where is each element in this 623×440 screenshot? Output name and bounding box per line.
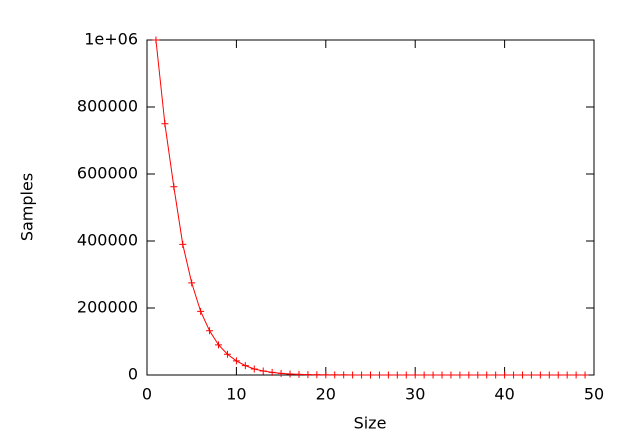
point-marker [411,371,419,379]
point-marker [304,371,312,379]
y-tick-label: 1e+06 [84,30,138,49]
point-marker [393,371,401,379]
point-marker [170,183,178,191]
point-marker [322,371,330,379]
point-marker [152,36,160,44]
point-marker [527,371,535,379]
point-marker [429,371,437,379]
point-marker [161,120,169,128]
point-marker [250,365,258,373]
x-axis-label: Size [354,414,387,433]
point-marker [518,371,526,379]
point-marker [286,370,294,378]
point-marker [456,371,464,379]
point-marker [340,371,348,379]
x-tick-label: 0 [142,385,152,404]
x-tick-label: 40 [494,385,514,404]
point-marker [483,371,491,379]
point-marker [179,240,187,248]
y-tick-label: 0 [128,365,138,384]
plot-frame [146,39,595,376]
point-marker [536,371,544,379]
point-marker [313,371,321,379]
point-marker [492,371,500,379]
point-marker [384,371,392,379]
point-marker [197,307,205,315]
point-marker [259,367,267,375]
point-marker [510,371,518,379]
y-axis-label: Samples [18,173,37,241]
y-tick-label: 400000 [77,231,138,250]
point-marker [554,371,562,379]
point-marker [358,371,366,379]
series-line [155,39,586,376]
point-marker [241,362,249,370]
point-marker [447,371,455,379]
point-marker [465,371,473,379]
point-marker [215,341,223,349]
x-tick-label: 10 [226,385,246,404]
x-tick-label: 50 [584,385,604,404]
y-tick-label: 600000 [77,164,138,183]
point-marker [268,368,276,376]
point-marker [188,279,196,287]
point-marker [331,371,339,379]
x-tick-label: 20 [316,385,336,404]
point-marker [349,371,357,379]
point-marker [402,371,410,379]
point-marker [572,371,580,379]
point-marker [232,357,240,365]
point-marker [295,370,303,378]
point-marker [563,371,571,379]
point-marker [375,371,383,379]
point-marker [545,371,553,379]
point-marker [581,371,589,379]
x-tick-label: 30 [405,385,425,404]
y-tick-label: 800000 [77,97,138,116]
point-marker [206,327,214,335]
point-marker [367,371,374,379]
point-marker [277,369,285,377]
point-marker [420,371,428,379]
point-marker [501,371,509,379]
point-marker [223,350,231,358]
y-tick-label: 200000 [77,298,138,317]
point-marker [438,371,446,379]
point-marker [474,371,482,379]
